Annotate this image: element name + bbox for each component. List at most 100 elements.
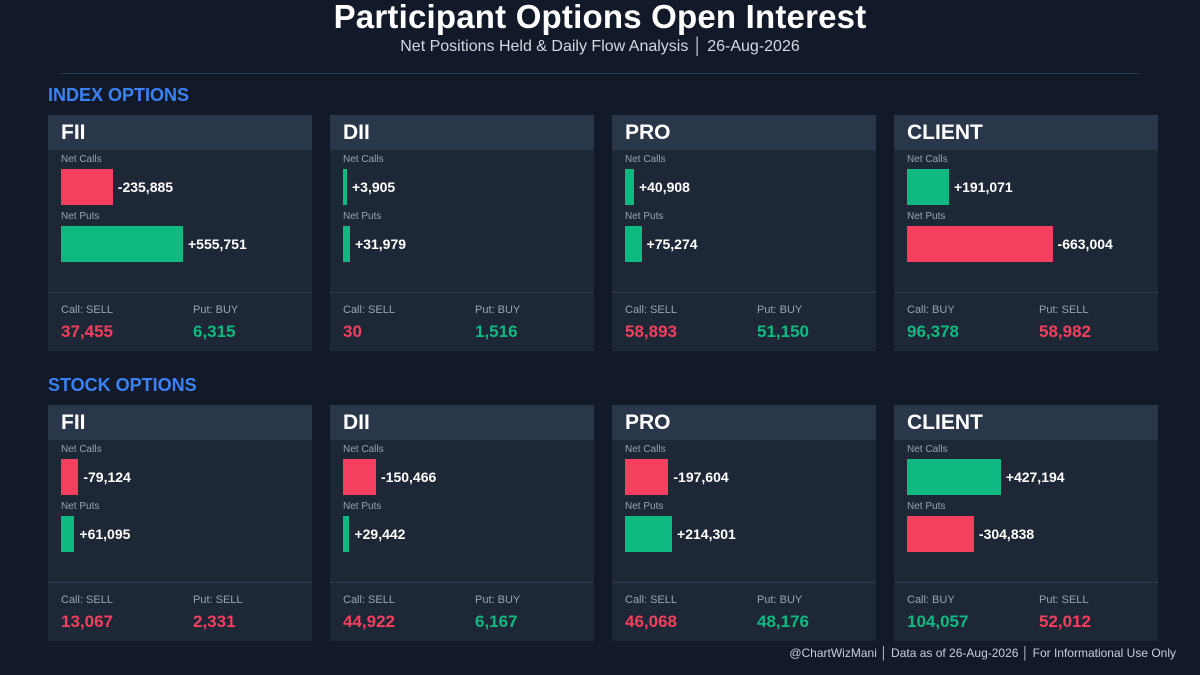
put-position-label: Put: BUY bbox=[193, 304, 239, 316]
net-calls-bar bbox=[343, 459, 377, 495]
net-calls-bar bbox=[625, 459, 669, 495]
card-divider bbox=[48, 292, 312, 293]
net-calls-value: -235,885 bbox=[117, 179, 174, 195]
net-calls-label: Net Calls bbox=[61, 154, 102, 165]
call-position-label: Call: SELL bbox=[343, 594, 395, 606]
put-position-value: 52,012 bbox=[1039, 612, 1091, 631]
call-position-label: Call: SELL bbox=[61, 304, 113, 316]
net-calls-value: +3,905 bbox=[352, 179, 396, 195]
put-position-value: 1,516 bbox=[475, 322, 518, 341]
call-position-value: 44,922 bbox=[343, 612, 395, 631]
net-calls-bar bbox=[907, 169, 949, 205]
card-divider bbox=[330, 582, 594, 583]
call-position-label: Call: SELL bbox=[61, 594, 113, 606]
net-calls-label: Net Calls bbox=[343, 444, 384, 455]
call-position-value: 104,057 bbox=[907, 612, 969, 631]
put-position-value: 51,150 bbox=[757, 322, 809, 341]
call-position-value: 96,378 bbox=[907, 322, 959, 341]
card-title: CLIENT bbox=[894, 405, 1158, 440]
put-position-value: 6,315 bbox=[193, 322, 236, 341]
participant-card-pro: PRO Net Calls -197,604 Net Puts +214,301 Call… bbox=[612, 405, 876, 641]
call-position-value: 37,455 bbox=[61, 322, 113, 341]
net-calls-bar bbox=[343, 169, 347, 205]
put-position-label: Put: BUY bbox=[475, 304, 521, 316]
net-puts-label: Net Puts bbox=[61, 211, 100, 222]
net-puts-label: Net Puts bbox=[625, 501, 664, 512]
page-subtitle: Net Positions Held & Daily Flow Analysis… bbox=[400, 38, 800, 55]
call-position-label: Call: SELL bbox=[625, 304, 677, 316]
net-puts-bar bbox=[625, 516, 673, 552]
net-puts-label: Net Puts bbox=[625, 211, 664, 222]
card-divider bbox=[894, 292, 1158, 293]
put-position-value: 48,176 bbox=[757, 612, 809, 631]
net-puts-bar bbox=[343, 516, 350, 552]
call-position-label: Call: BUY bbox=[907, 594, 955, 606]
net-calls-value: -150,466 bbox=[381, 469, 437, 485]
net-puts-bar bbox=[625, 226, 642, 262]
net-puts-label: Net Puts bbox=[907, 501, 946, 512]
net-calls-label: Net Calls bbox=[907, 444, 948, 455]
call-position-value: 30 bbox=[343, 322, 362, 341]
call-position-label: Call: SELL bbox=[625, 594, 677, 606]
header-divider bbox=[60, 73, 1140, 74]
card-title: PRO bbox=[612, 405, 876, 440]
participant-card-client: CLIENT Net Calls +191,071 Net Puts -663,004 C… bbox=[894, 115, 1158, 351]
net-puts-bar bbox=[343, 226, 351, 262]
net-puts-label: Net Puts bbox=[343, 501, 382, 512]
net-puts-value: -304,838 bbox=[978, 526, 1035, 542]
call-position-label: Call: SELL bbox=[343, 304, 395, 316]
net-calls-label: Net Calls bbox=[343, 154, 384, 165]
card-divider bbox=[612, 292, 876, 293]
put-position-label: Put: SELL bbox=[1039, 594, 1089, 606]
net-calls-value: -197,604 bbox=[673, 469, 729, 485]
net-puts-label: Net Puts bbox=[907, 211, 946, 222]
card-title: FII bbox=[48, 115, 312, 150]
card-divider bbox=[894, 582, 1158, 583]
put-position-label: Put: SELL bbox=[193, 594, 243, 606]
participant-card-client: CLIENT Net Calls +427,194 Net Puts -304,838 C… bbox=[894, 405, 1158, 641]
net-calls-bar bbox=[61, 459, 79, 495]
net-calls-value: -79,124 bbox=[83, 469, 131, 485]
net-calls-label: Net Calls bbox=[61, 444, 102, 455]
call-position-value: 58,893 bbox=[625, 322, 677, 341]
net-calls-value: +191,071 bbox=[953, 179, 1013, 195]
card-title: FII bbox=[48, 405, 312, 440]
net-calls-bar bbox=[61, 169, 113, 205]
card-divider bbox=[330, 292, 594, 293]
net-puts-value: +29,442 bbox=[354, 526, 406, 542]
net-puts-value: +75,274 bbox=[646, 236, 698, 252]
put-position-value: 6,167 bbox=[475, 612, 518, 631]
put-position-label: Put: SELL bbox=[1039, 304, 1089, 316]
put-position-value: 58,982 bbox=[1039, 322, 1091, 341]
card-divider bbox=[612, 582, 876, 583]
net-puts-label: Net Puts bbox=[61, 501, 100, 512]
net-puts-bar bbox=[907, 516, 974, 552]
net-calls-value: +40,908 bbox=[638, 179, 690, 195]
section-title-stock-options: STOCK OPTIONS bbox=[48, 375, 197, 395]
page-title: Participant Options Open Interest bbox=[333, 0, 867, 35]
card-title: CLIENT bbox=[894, 115, 1158, 150]
net-calls-label: Net Calls bbox=[625, 444, 666, 455]
section-title-index-options: INDEX OPTIONS bbox=[48, 85, 190, 105]
participant-card-dii: DII Net Calls -150,466 Net Puts +29,442 Call:… bbox=[330, 405, 594, 641]
net-calls-label: Net Calls bbox=[625, 154, 666, 165]
participant-card-fii: FII Net Calls -235,885 Net Puts +555,751 Call… bbox=[48, 115, 312, 351]
net-puts-bar bbox=[907, 226, 1053, 262]
net-puts-value: -663,004 bbox=[1057, 236, 1113, 252]
net-puts-value: +214,301 bbox=[677, 526, 736, 542]
participant-card-fii: FII Net Calls -79,124 Net Puts +61,095 Call: … bbox=[48, 405, 312, 641]
card-title: DII bbox=[330, 405, 594, 440]
net-calls-bar bbox=[625, 169, 634, 205]
net-calls-bar bbox=[907, 459, 1001, 495]
net-puts-value: +31,979 bbox=[355, 236, 407, 252]
card-title: DII bbox=[330, 115, 594, 150]
put-position-label: Put: BUY bbox=[757, 594, 803, 606]
net-calls-value: +427,194 bbox=[1005, 469, 1065, 485]
call-position-value: 13,067 bbox=[61, 612, 113, 631]
net-puts-label: Net Puts bbox=[343, 211, 382, 222]
call-position-label: Call: BUY bbox=[907, 304, 955, 316]
put-position-label: Put: BUY bbox=[475, 594, 521, 606]
footer-note: @ChartWizMani │ Data as of 26-Aug-2026 │… bbox=[789, 646, 1176, 660]
call-position-value: 46,068 bbox=[625, 612, 677, 631]
net-puts-bar bbox=[61, 226, 183, 262]
